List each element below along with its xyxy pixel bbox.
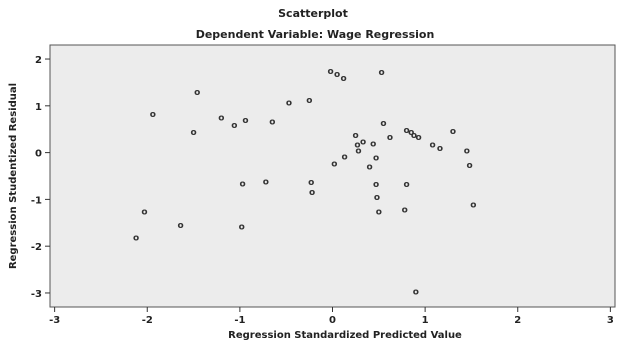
scatter-point: o [437,144,443,154]
scatter-point: o [194,88,200,98]
scatter-point: o [133,233,139,243]
y-axis: -3 -2 -1 0 1 2 [31,55,50,300]
scatter-point: o [380,119,386,129]
x-tick-label: -1 [234,315,245,326]
scatter-point: o [331,159,337,169]
scatter-point: o [306,96,312,106]
scatter-point: o [218,114,224,124]
x-tick-label: -3 [49,315,60,326]
scatter-point: o [263,178,269,188]
y-tick-label: 0 [35,149,42,160]
plot-area [49,44,616,308]
y-tick-label: -1 [31,195,42,206]
scatter-point: o [309,188,315,198]
chart-title: Scatterplot [278,7,348,20]
scatter-point: o [141,208,147,218]
scatter-point: o [408,128,414,138]
scatter-point: o [373,153,379,163]
scatter-point: o [404,126,410,136]
y-axis-label: Regression Studentized Residual [8,83,19,269]
scatter-point: o [429,141,435,151]
scatter-point: o [374,193,380,203]
x-tick-label: 1 [422,315,429,326]
x-axis-label: Regression Standardized Predicted Value [228,330,462,341]
scatter-point: o [378,68,384,78]
scatter-point: o [328,67,334,77]
scatter-point: o [178,221,184,231]
scatter-point: o [450,127,456,137]
scatter-point: o [373,180,379,190]
scatter-point: o [360,137,366,147]
x-axis: -3 -2 -1 0 1 2 3 [49,307,614,326]
y-tick-label: 2 [35,55,42,66]
scatter-point: o [334,70,340,80]
y-tick-label: -2 [31,242,42,253]
scatter-point: o [411,131,417,141]
scatter-point: o [231,121,237,131]
scatter-point: o [366,163,372,173]
scatter-point: o [308,178,314,188]
scatter-point: o [354,141,360,151]
scatter-point: o [464,146,470,156]
scatter-point: o [370,139,376,149]
x-tick-label: 0 [329,315,336,326]
scatter-point: o [470,201,476,211]
scatter-point: o [240,179,246,189]
scatter-point: o [466,161,472,171]
scatter-point: o [190,128,196,138]
x-tick-label: 3 [607,315,614,326]
scatter-point: o [286,99,292,109]
scatter-point: o [341,152,347,162]
x-tick-label: -2 [142,315,153,326]
scatter-point: o [402,206,408,216]
x-tick-label: 2 [514,315,521,326]
scatter-point: o [341,74,347,84]
scatter-point: o [413,288,419,298]
y-tick-label: -3 [31,289,42,300]
scatter-point: o [353,131,359,141]
scatter-point: o [150,110,156,120]
scatter-point: o [355,146,361,156]
scatter-point: o [416,133,422,143]
chart-subtitle: Dependent Variable: Wage Regression [196,28,435,41]
scatter-point: o [242,116,248,126]
scatter-point: o [387,133,393,143]
scatter-point: o [404,180,410,190]
scatter-point: o [376,208,382,218]
scatter-point: o [239,223,245,233]
y-tick-label: 1 [35,102,42,113]
scatter-point: o [269,117,275,127]
